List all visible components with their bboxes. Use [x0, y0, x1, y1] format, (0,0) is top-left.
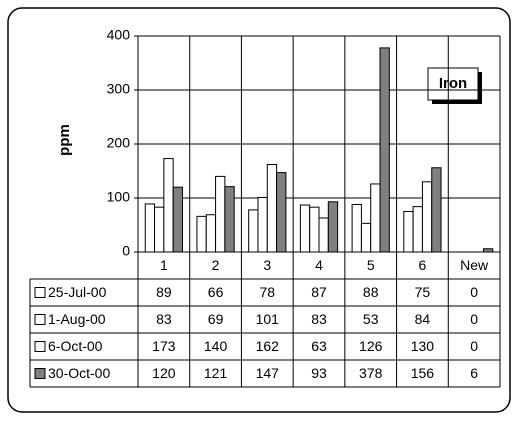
chart-title: Iron — [439, 75, 467, 92]
legend-label: 25-Jul-00 — [48, 284, 107, 300]
bar — [172, 186, 183, 253]
x-tick-label: 4 — [315, 257, 323, 273]
bar — [412, 206, 423, 253]
bar — [360, 222, 372, 253]
bar — [421, 181, 433, 253]
bar — [205, 214, 217, 253]
table-value: 53 — [363, 311, 379, 327]
table-value: 83 — [311, 311, 327, 327]
bar — [154, 206, 165, 253]
legend-label: 30-Oct-00 — [48, 365, 110, 381]
bar — [379, 47, 390, 253]
legend-key — [34, 314, 46, 325]
bar — [144, 203, 156, 253]
legend-label: 1-Aug-00 — [48, 311, 106, 327]
table-value: 126 — [359, 338, 383, 354]
bar — [163, 158, 174, 253]
table-value: 75 — [415, 284, 431, 300]
x-tick-label: 5 — [367, 257, 375, 273]
table-value: 121 — [204, 365, 228, 381]
bar — [482, 248, 494, 253]
bar — [257, 196, 268, 253]
bar — [276, 172, 287, 253]
legend-label: 6-Oct-00 — [48, 338, 103, 354]
table-value: 69 — [208, 311, 224, 327]
table-value: 63 — [311, 338, 327, 354]
bar — [215, 175, 226, 253]
table-value: 78 — [259, 284, 275, 300]
x-tick-label: 3 — [263, 257, 271, 273]
table-value: 88 — [363, 284, 379, 300]
table-value: 0 — [470, 338, 478, 354]
x-tick-label: New — [460, 257, 489, 273]
bar — [431, 167, 442, 253]
x-tick-label: 1 — [160, 257, 168, 273]
legend-key — [34, 287, 46, 298]
table-value: 156 — [411, 365, 435, 381]
table-value: 0 — [470, 284, 478, 300]
table-value: 89 — [156, 284, 172, 300]
bar — [318, 217, 329, 253]
bar — [196, 215, 207, 253]
table-value: 140 — [204, 338, 228, 354]
table-value: 84 — [415, 311, 431, 327]
table-value: 378 — [359, 365, 383, 381]
legend-key — [34, 368, 46, 379]
table-value: 87 — [311, 284, 327, 300]
table-value: 6 — [470, 365, 478, 381]
table-value: 120 — [152, 365, 176, 381]
table-value: 147 — [256, 365, 280, 381]
table-value: 93 — [311, 365, 327, 381]
y-tick-label: 300 — [107, 81, 131, 97]
bar — [224, 186, 235, 253]
y-tick-label: 400 — [107, 27, 131, 43]
title-box — [427, 67, 479, 101]
bar — [309, 206, 320, 253]
bar — [248, 209, 259, 253]
x-tick-label: 6 — [419, 257, 427, 273]
y-tick-label: 100 — [107, 189, 131, 205]
bar — [266, 164, 278, 253]
table-value: 0 — [470, 311, 478, 327]
legend-key — [34, 341, 46, 352]
y-axis-label: ppm — [56, 124, 73, 156]
bar — [403, 211, 414, 253]
bar — [351, 203, 362, 253]
table-value: 173 — [152, 338, 176, 354]
table-value: 66 — [208, 284, 224, 300]
bar — [299, 204, 311, 253]
table-value: 83 — [156, 311, 172, 327]
table-value: 162 — [256, 338, 280, 354]
bar — [370, 183, 381, 253]
y-tick-label: 200 — [107, 135, 131, 151]
table-value: 101 — [256, 311, 280, 327]
x-tick-label: 2 — [212, 257, 220, 273]
y-tick-label: 0 — [122, 243, 130, 259]
bar — [327, 201, 339, 253]
table-value: 130 — [411, 338, 435, 354]
